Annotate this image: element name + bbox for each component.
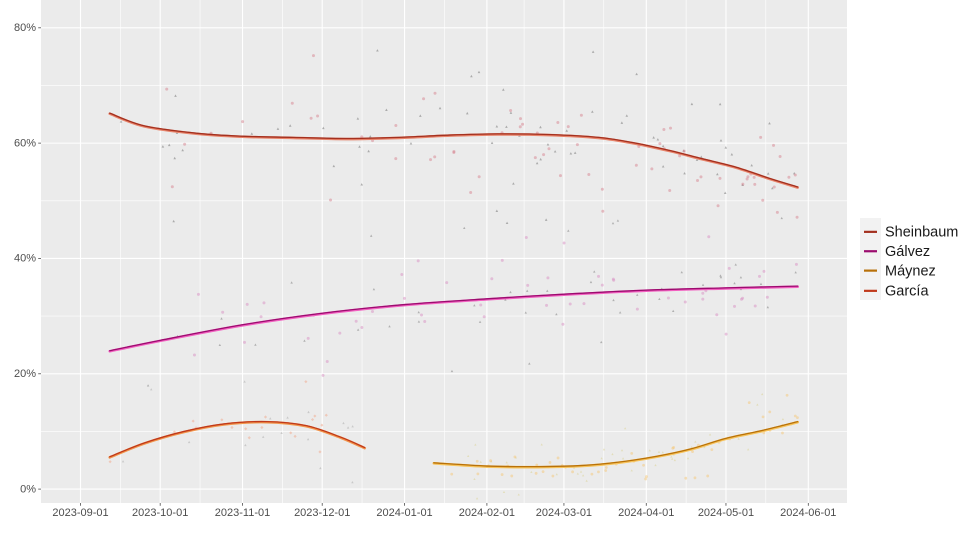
svg-text:20%: 20% (14, 368, 36, 380)
svg-text:40%: 40% (14, 253, 36, 265)
svg-text:Gálvez: Gálvez (885, 244, 930, 260)
svg-text:2024-03-01: 2024-03-01 (536, 507, 592, 519)
svg-text:80%: 80% (14, 22, 36, 34)
svg-text:0%: 0% (20, 483, 36, 495)
svg-text:2024-04-01: 2024-04-01 (618, 507, 674, 519)
svg-text:2023-11-01: 2023-11-01 (215, 507, 270, 519)
svg-text:2023-12-01: 2023-12-01 (294, 507, 350, 519)
svg-text:60%: 60% (14, 137, 36, 149)
svg-text:2023-10-01: 2023-10-01 (132, 507, 188, 519)
svg-text:2024-01-01: 2024-01-01 (376, 507, 432, 519)
svg-text:García: García (885, 284, 929, 300)
svg-text:2024-02-01: 2024-02-01 (459, 507, 515, 519)
svg-text:Sheinbaum: Sheinbaum (885, 225, 958, 241)
svg-text:2024-06-01: 2024-06-01 (780, 507, 836, 519)
svg-text:2024-05-01: 2024-05-01 (698, 507, 754, 519)
svg-text:2023-09-01: 2023-09-01 (52, 507, 108, 519)
svg-text:Máynez: Máynez (885, 263, 936, 279)
